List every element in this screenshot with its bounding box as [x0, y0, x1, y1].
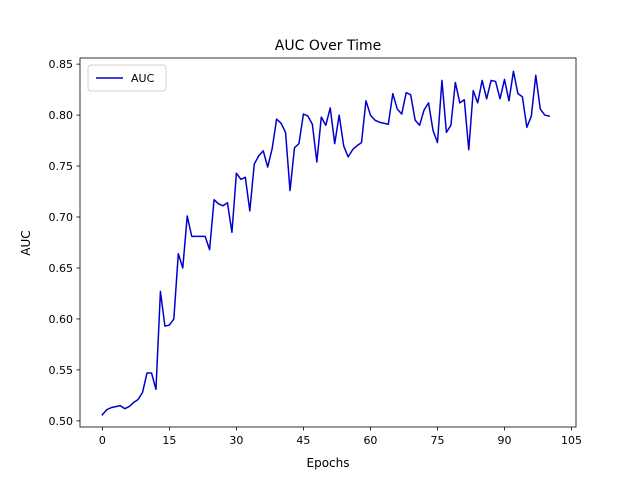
x-tick-label: 75 — [430, 434, 444, 447]
x-axis-label: Epochs — [307, 456, 350, 470]
x-tick-label: 0 — [99, 434, 106, 447]
axes-frame — [79, 57, 577, 428]
y-tick-label: 0.55 — [49, 364, 74, 377]
x-tick-label: 45 — [296, 434, 310, 447]
y-axis-label: AUC — [19, 230, 33, 255]
legend: AUC — [87, 64, 167, 92]
chart-title: AUC Over Time — [275, 38, 381, 54]
x-tick-label: 15 — [162, 434, 176, 447]
y-tick-label: 0.75 — [49, 160, 74, 173]
y-tick-label: 0.60 — [49, 313, 74, 326]
y-tick-label: 0.70 — [49, 211, 74, 224]
y-tick-label: 0.65 — [49, 262, 74, 275]
plot-background — [80, 58, 576, 427]
x-tick-label: 90 — [498, 434, 512, 447]
x-tick-label: 30 — [229, 434, 243, 447]
series-line-0 — [101, 70, 551, 416]
y-tick-label: 0.85 — [49, 58, 74, 71]
legend-box — [87, 64, 167, 92]
x-tick-label: 105 — [561, 434, 582, 447]
legend-label: AUC — [131, 72, 155, 85]
y-tick-label: 0.50 — [49, 415, 74, 428]
plot-area — [80, 58, 576, 427]
y-tick-label: 0.80 — [49, 109, 74, 122]
x-tick-label: 60 — [363, 434, 377, 447]
axes: 0 15 30 45 60 75 90 105 0.50 0.55 0.60 0.65 0.70 0.75… — [49, 57, 582, 447]
